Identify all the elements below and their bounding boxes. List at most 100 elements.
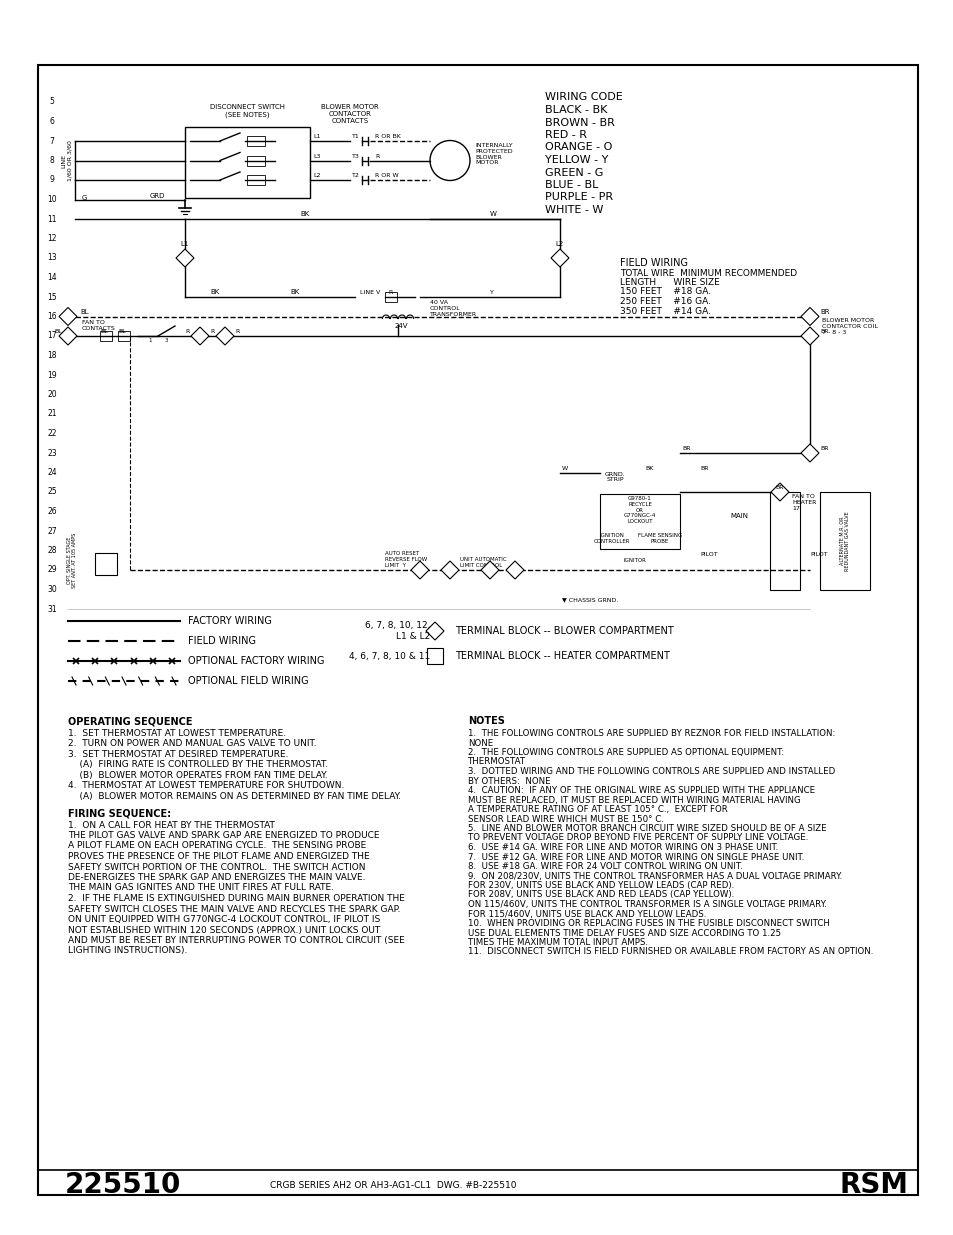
Text: 11.  DISCONNECT SWITCH IS FIELD FURNISHED OR AVAILABLE FROM FACTORY AS AN OPTION: 11. DISCONNECT SWITCH IS FIELD FURNISHED… bbox=[468, 947, 872, 956]
Text: ▼ CHASSIS GRND.: ▼ CHASSIS GRND. bbox=[561, 598, 618, 603]
Text: TOTAL WIRE  MINIMUM RECOMMENDED: TOTAL WIRE MINIMUM RECOMMENDED bbox=[619, 269, 797, 278]
Text: G: G bbox=[82, 195, 88, 201]
Text: LIGHTING INSTRUCTIONS).: LIGHTING INSTRUCTIONS). bbox=[68, 946, 187, 956]
Text: THERMOSTAT: THERMOSTAT bbox=[468, 757, 525, 767]
Text: L2: L2 bbox=[556, 241, 563, 247]
Polygon shape bbox=[551, 249, 568, 267]
Text: 150 FEET    #18 GA.: 150 FEET #18 GA. bbox=[619, 287, 710, 296]
Text: OPERATING SEQUENCE: OPERATING SEQUENCE bbox=[68, 716, 193, 726]
Text: FACTORY WIRING: FACTORY WIRING bbox=[188, 616, 272, 626]
Text: L1: L1 bbox=[181, 241, 189, 247]
Text: (SEE NOTES): (SEE NOTES) bbox=[225, 111, 270, 117]
Text: FAN TO: FAN TO bbox=[82, 320, 105, 325]
Text: DISCONNECT SWITCH: DISCONNECT SWITCH bbox=[210, 104, 285, 110]
Text: 21: 21 bbox=[48, 410, 56, 419]
Text: BR: BR bbox=[820, 329, 827, 333]
Text: PILOT: PILOT bbox=[809, 552, 827, 557]
Text: IGNITOR: IGNITOR bbox=[623, 558, 646, 563]
Text: BR: BR bbox=[774, 485, 782, 490]
Text: LENGTH      WIRE SIZE: LENGTH WIRE SIZE bbox=[619, 278, 719, 287]
Text: TERMINAL BLOCK -- BLOWER COMPARTMENT: TERMINAL BLOCK -- BLOWER COMPARTMENT bbox=[455, 626, 673, 636]
Text: MUST BE REPLACED, IT MUST BE REPLACED WITH WIRING MATERIAL HAVING: MUST BE REPLACED, IT MUST BE REPLACED WI… bbox=[468, 795, 800, 804]
Text: NONE: NONE bbox=[468, 739, 493, 747]
Text: 3.  DOTTED WIRING AND THE FOLLOWING CONTROLS ARE SUPPLIED AND INSTALLED: 3. DOTTED WIRING AND THE FOLLOWING CONTR… bbox=[468, 767, 835, 776]
Text: PILOT: PILOT bbox=[700, 552, 717, 557]
Text: BK: BK bbox=[290, 289, 299, 295]
Text: 12: 12 bbox=[48, 233, 56, 243]
Text: BR: BR bbox=[820, 309, 828, 315]
Text: USE DUAL ELEMENTS TIME DELAY FUSES AND SIZE ACCORDING TO 1.25: USE DUAL ELEMENTS TIME DELAY FUSES AND S… bbox=[468, 929, 781, 937]
Text: AUTO RESET
REVERSE FLOW
LIMIT  Y: AUTO RESET REVERSE FLOW LIMIT Y bbox=[385, 551, 427, 568]
Text: FIELD WIRING: FIELD WIRING bbox=[619, 258, 687, 268]
Text: OPTIONAL FIELD WIRING: OPTIONAL FIELD WIRING bbox=[188, 676, 309, 685]
Polygon shape bbox=[191, 327, 209, 345]
Text: (B)  BLOWER MOTOR OPERATES FROM FAN TIME DELAY.: (B) BLOWER MOTOR OPERATES FROM FAN TIME … bbox=[68, 771, 327, 781]
Bar bbox=[118, 331, 130, 341]
Text: 8.  USE #18 GA. WIRE FOR 24 VOLT CONTROL WIRING ON UNIT.: 8. USE #18 GA. WIRE FOR 24 VOLT CONTROL … bbox=[468, 862, 742, 871]
Text: 22: 22 bbox=[48, 429, 56, 438]
Text: BLACK - BK: BLACK - BK bbox=[544, 105, 607, 115]
Bar bbox=[427, 648, 442, 664]
Text: ON UNIT EQUIPPED WITH G770NGC-4 LOCKOUT CONTROL, IF PILOT IS: ON UNIT EQUIPPED WITH G770NGC-4 LOCKOUT … bbox=[68, 915, 380, 924]
Text: CRGB SERIES AH2 OR AH3-AG1-CL1  DWG. #B-225510: CRGB SERIES AH2 OR AH3-AG1-CL1 DWG. #B-2… bbox=[270, 1181, 516, 1189]
Text: 16: 16 bbox=[47, 312, 57, 321]
Bar bbox=[769, 492, 800, 589]
Text: WHITE - W: WHITE - W bbox=[544, 205, 602, 215]
Polygon shape bbox=[480, 561, 498, 579]
Text: R: R bbox=[388, 290, 392, 295]
Text: 2.  THE FOLLOWING CONTROLS ARE SUPPLIED AS OPTIONAL EQUIPMENT:: 2. THE FOLLOWING CONTROLS ARE SUPPLIED A… bbox=[468, 748, 783, 757]
Text: AND MUST BE RESET BY INTERRUPTING POWER TO CONTROL CIRCUIT (SEE: AND MUST BE RESET BY INTERRUPTING POWER … bbox=[68, 936, 404, 945]
Polygon shape bbox=[59, 308, 77, 326]
Text: ON 115/460V, UNITS THE CONTROL TRANSFORMER IS A SINGLE VOLTAGE PRIMARY.: ON 115/460V, UNITS THE CONTROL TRANSFORM… bbox=[468, 900, 826, 909]
Text: R: R bbox=[210, 329, 214, 333]
Text: 10.  WHEN PROVIDING OR REPLACING FUSES IN THE FUSIBLE DISCONNECT SWITCH: 10. WHEN PROVIDING OR REPLACING FUSES IN… bbox=[468, 919, 829, 927]
Text: 5: 5 bbox=[50, 98, 54, 106]
Text: 6: 6 bbox=[50, 117, 54, 126]
Text: BROWN - BR: BROWN - BR bbox=[544, 117, 615, 127]
Text: T3: T3 bbox=[352, 153, 359, 158]
Text: 18: 18 bbox=[48, 351, 56, 359]
Text: THE PILOT GAS VALVE AND SPARK GAP ARE ENERGIZED TO PRODUCE: THE PILOT GAS VALVE AND SPARK GAP ARE EN… bbox=[68, 831, 379, 840]
Text: A PILOT FLAME ON EACH OPERATING CYCLE.  THE SENSING PROBE: A PILOT FLAME ON EACH OPERATING CYCLE. T… bbox=[68, 841, 366, 851]
Text: UNIT AUTOMATIC
LIMIT CONTROL: UNIT AUTOMATIC LIMIT CONTROL bbox=[459, 557, 506, 568]
Text: ALTERNATE M.R. OR
REDUNDANT GAS VALVE: ALTERNATE M.R. OR REDUNDANT GAS VALVE bbox=[839, 511, 849, 571]
Text: RED - R: RED - R bbox=[544, 130, 586, 140]
Text: BR: BR bbox=[820, 446, 827, 451]
Text: CONTACTS: CONTACTS bbox=[331, 119, 368, 124]
Text: T2: T2 bbox=[352, 173, 359, 178]
Text: 1: 1 bbox=[148, 338, 152, 343]
Text: 3: 3 bbox=[165, 338, 169, 343]
Text: L3: L3 bbox=[313, 153, 320, 158]
Polygon shape bbox=[770, 483, 788, 501]
Polygon shape bbox=[801, 327, 818, 345]
Text: 13: 13 bbox=[47, 253, 57, 263]
Text: 20: 20 bbox=[47, 390, 57, 399]
Text: LINE
1/60 OR 3/60: LINE 1/60 OR 3/60 bbox=[62, 140, 72, 182]
Text: FIELD WIRING: FIELD WIRING bbox=[188, 636, 255, 646]
Bar bbox=[185, 126, 310, 198]
Text: CONTACTOR: CONTACTOR bbox=[328, 111, 371, 117]
Text: BL: BL bbox=[80, 309, 89, 315]
Text: FOR 230V, UNITS USE BLACK AND YELLOW LEADS (CAP RED).: FOR 230V, UNITS USE BLACK AND YELLOW LEA… bbox=[468, 881, 734, 890]
Text: 9: 9 bbox=[50, 175, 54, 184]
Text: 24V: 24V bbox=[395, 322, 408, 329]
Text: R OR BK: R OR BK bbox=[375, 135, 400, 140]
Text: BR: BR bbox=[700, 466, 708, 471]
Bar bbox=[100, 331, 112, 341]
Text: T1: T1 bbox=[352, 135, 359, 140]
Text: FOR 208V, UNITS USE BLACK AND RED LEADS (CAP YELLOW).: FOR 208V, UNITS USE BLACK AND RED LEADS … bbox=[468, 890, 734, 899]
Text: 1.  SET THERMOSTAT AT LOWEST TEMPERATURE.: 1. SET THERMOSTAT AT LOWEST TEMPERATURE. bbox=[68, 729, 286, 739]
Text: GREEN - G: GREEN - G bbox=[544, 168, 602, 178]
Text: W: W bbox=[490, 211, 497, 217]
Text: YELLOW - Y: YELLOW - Y bbox=[544, 156, 608, 165]
Text: 1.  ON A CALL FOR HEAT BY THE THERMOSTAT: 1. ON A CALL FOR HEAT BY THE THERMOSTAT bbox=[68, 820, 274, 830]
Text: Y: Y bbox=[490, 290, 494, 295]
Text: FAN TO
HEATER
17: FAN TO HEATER 17 bbox=[791, 494, 816, 510]
Text: G9780-1
RECYCLE
OR
G770NGC-4
LOCKOUT: G9780-1 RECYCLE OR G770NGC-4 LOCKOUT bbox=[623, 496, 656, 524]
Text: BK: BK bbox=[644, 466, 653, 471]
Text: PROVES THE PRESENCE OF THE PILOT FLAME AND ENERGIZED THE: PROVES THE PRESENCE OF THE PILOT FLAME A… bbox=[68, 852, 369, 861]
Text: TERMINAL BLOCK -- HEATER COMPARTMENT: TERMINAL BLOCK -- HEATER COMPARTMENT bbox=[455, 651, 669, 661]
Text: 4.  CAUTION:  IF ANY OF THE ORIGINAL WIRE AS SUPPLIED WITH THE APPLIANCE: 4. CAUTION: IF ANY OF THE ORIGINAL WIRE … bbox=[468, 785, 814, 795]
Text: BL: BL bbox=[54, 329, 62, 333]
Polygon shape bbox=[505, 561, 523, 579]
